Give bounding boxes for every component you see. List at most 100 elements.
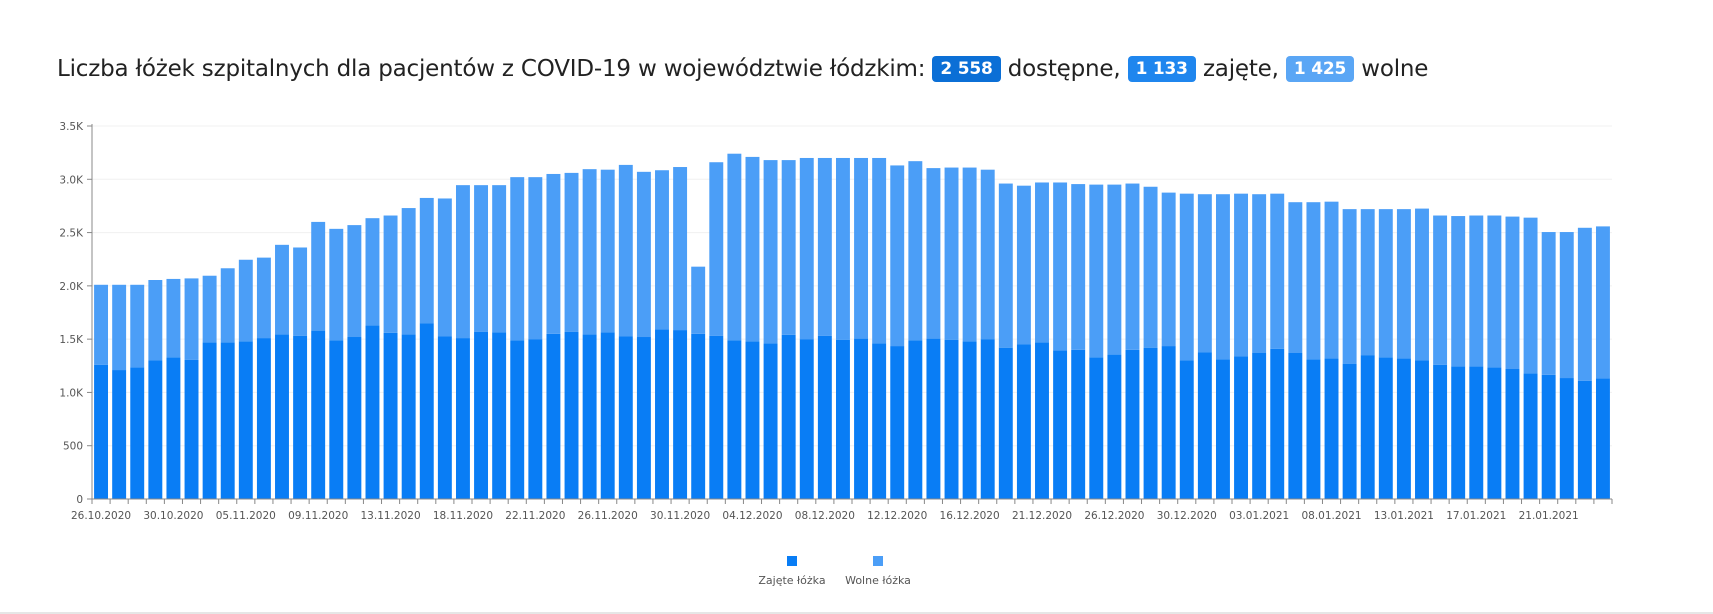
bar-occupied: [854, 338, 869, 499]
bar-occupied: [835, 339, 850, 499]
bar-free: [238, 259, 253, 342]
bar-free: [1270, 193, 1285, 349]
bar-free: [600, 169, 615, 333]
bar-occupied: [148, 360, 163, 499]
bar-free: [745, 156, 760, 342]
bar-occupied: [890, 346, 905, 499]
bar-occupied: [1270, 348, 1285, 499]
bar-free: [817, 157, 832, 336]
y-tick-label: 1.5K: [59, 334, 84, 346]
bar-free: [872, 157, 887, 344]
y-tick-label: 500: [63, 441, 83, 453]
bar-occupied: [1541, 374, 1556, 499]
y-tick-label: 0: [76, 494, 83, 506]
bar-free: [1541, 232, 1556, 375]
title-text: Liczba łóżek szpitalnych dla pacjentów z…: [57, 56, 926, 82]
bar-occupied: [908, 340, 923, 499]
bar-occupied: [1306, 359, 1321, 499]
bar-free: [1071, 184, 1086, 350]
bar-occupied: [1071, 349, 1086, 499]
bar-free: [455, 185, 470, 339]
x-tick-label: 30.11.2020: [650, 510, 710, 522]
bar-free: [1342, 209, 1357, 364]
bar-occupied: [1234, 356, 1249, 499]
bar-free: [419, 197, 434, 324]
bar-free: [492, 185, 507, 333]
bar-free: [980, 169, 995, 340]
y-tick-label: 3.5K: [59, 121, 84, 133]
bar-free: [1288, 202, 1303, 353]
x-tick-label: 30.12.2020: [1157, 510, 1217, 522]
bar-free: [835, 157, 850, 340]
bar-free: [256, 257, 271, 339]
bar-occupied: [130, 367, 145, 499]
bar-occupied: [600, 332, 615, 499]
chart-axes: 0 500 1.0K 1.5K 2.0K 2.5K 3.0K 3.5K 26.10.2020 30…: [59, 121, 1613, 522]
bar-free: [528, 177, 543, 340]
available-badge: 2 558: [932, 56, 1001, 82]
bar-free: [1487, 215, 1502, 368]
bar-occupied: [546, 333, 561, 499]
bar-free: [401, 208, 416, 335]
bar-occupied: [564, 331, 579, 499]
bar-occupied: [238, 341, 253, 499]
legend-label-occupied[interactable]: Zajęte łóżka: [758, 574, 825, 587]
bar-occupied: [1143, 347, 1158, 499]
bar-occupied: [962, 341, 977, 499]
bar-free: [636, 171, 651, 338]
bar-free: [184, 278, 199, 360]
bar-occupied: [799, 339, 814, 499]
bar-free: [510, 177, 525, 341]
bar-occupied: [256, 338, 271, 499]
bar-occupied: [401, 334, 416, 499]
bar-free: [1089, 184, 1104, 358]
x-tick-label: 21.01.2021: [1519, 510, 1579, 522]
bar-occupied: [1505, 368, 1520, 499]
bar-occupied: [655, 329, 669, 499]
bar-occupied: [1396, 358, 1411, 499]
bar-free: [1035, 182, 1049, 343]
legend-swatch-free[interactable]: [873, 556, 883, 566]
bar-occupied: [817, 335, 832, 499]
bar-occupied: [184, 359, 199, 499]
bar-free: [962, 167, 977, 342]
bar-occupied: [166, 357, 181, 499]
bar-free: [1451, 216, 1466, 367]
bar-occupied: [582, 334, 597, 499]
bar-free: [1215, 194, 1230, 360]
x-tick-label: 17.01.2021: [1446, 510, 1506, 522]
occupied-label: zajęte,: [1202, 56, 1279, 82]
bar-free: [1595, 226, 1610, 379]
bar-occupied: [727, 340, 742, 499]
x-tick-label: 12.12.2020: [867, 510, 927, 522]
bar-free: [546, 173, 561, 334]
bar-occupied: [1469, 366, 1484, 499]
bar-occupied: [618, 336, 633, 499]
bar-occupied: [872, 343, 887, 499]
bar-free: [655, 170, 669, 330]
y-tick-label: 3.0K: [59, 174, 84, 186]
legend-label-free[interactable]: Wolne łóżka: [845, 574, 911, 587]
bar-occupied: [112, 370, 127, 499]
bar-free: [311, 221, 326, 331]
bar-occupied: [492, 332, 507, 499]
bar-free: [673, 167, 688, 331]
x-tick-label: 13.01.2021: [1374, 510, 1434, 522]
bar-occupied: [745, 341, 760, 499]
x-tick-label: 03.01.2021: [1229, 510, 1289, 522]
chart-bars: [94, 153, 1610, 499]
bar-occupied: [709, 335, 724, 499]
bar-free: [1378, 209, 1393, 358]
bar-free: [564, 172, 579, 332]
bar-occupied: [1107, 354, 1122, 499]
bar-free: [293, 247, 308, 336]
bar-free: [998, 183, 1013, 348]
bar-free: [275, 244, 289, 335]
bar-occupied: [1360, 355, 1375, 499]
bar-free: [365, 218, 380, 326]
x-tick-label: 21.12.2020: [1012, 510, 1072, 522]
bar-free: [1523, 217, 1538, 374]
legend-swatch-occupied[interactable]: [787, 556, 797, 566]
x-tick-label: 13.11.2020: [361, 510, 421, 522]
